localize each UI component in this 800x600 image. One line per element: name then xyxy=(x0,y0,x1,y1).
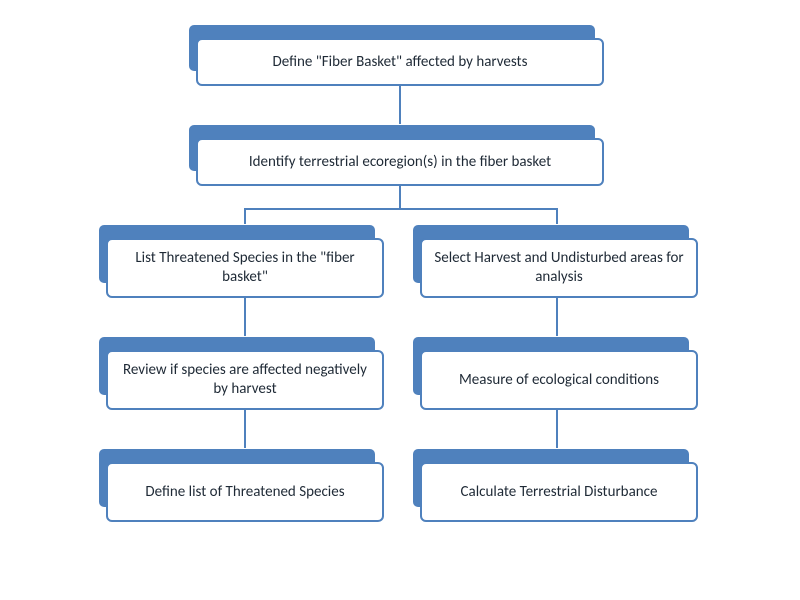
connector xyxy=(556,208,558,224)
node-front: Define list of Threatened Species xyxy=(106,462,384,522)
connector xyxy=(399,186,401,208)
node-front: List Threatened Species in the "fiber ba… xyxy=(106,238,384,298)
node-label: Calculate Terrestrial Disturbance xyxy=(461,483,658,502)
connector xyxy=(399,86,401,124)
connector xyxy=(556,298,558,336)
connector xyxy=(244,410,246,448)
node-label: Measure of ecological conditions xyxy=(459,371,659,390)
node-label: Select Harvest and Undisturbed areas for… xyxy=(432,249,686,287)
connector xyxy=(556,410,558,448)
node-label: List Threatened Species in the "fiber ba… xyxy=(118,249,372,287)
node-label: Define "Fiber Basket" affected by harves… xyxy=(273,53,528,72)
connector xyxy=(244,208,246,224)
node-label: Define list of Threatened Species xyxy=(145,483,344,502)
node-front: Measure of ecological conditions xyxy=(420,350,698,410)
node-front: Calculate Terrestrial Disturbance xyxy=(420,462,698,522)
connector xyxy=(244,208,556,210)
connector xyxy=(244,298,246,336)
node-front: Review if species are affected negativel… xyxy=(106,350,384,410)
node-label: Review if species are affected negativel… xyxy=(118,361,372,399)
node-front: Identify terrestrial ecoregion(s) in the… xyxy=(196,138,604,186)
node-front: Select Harvest and Undisturbed areas for… xyxy=(420,238,698,298)
node-front: Define "Fiber Basket" affected by harves… xyxy=(196,38,604,86)
node-label: Identify terrestrial ecoregion(s) in the… xyxy=(249,153,551,172)
